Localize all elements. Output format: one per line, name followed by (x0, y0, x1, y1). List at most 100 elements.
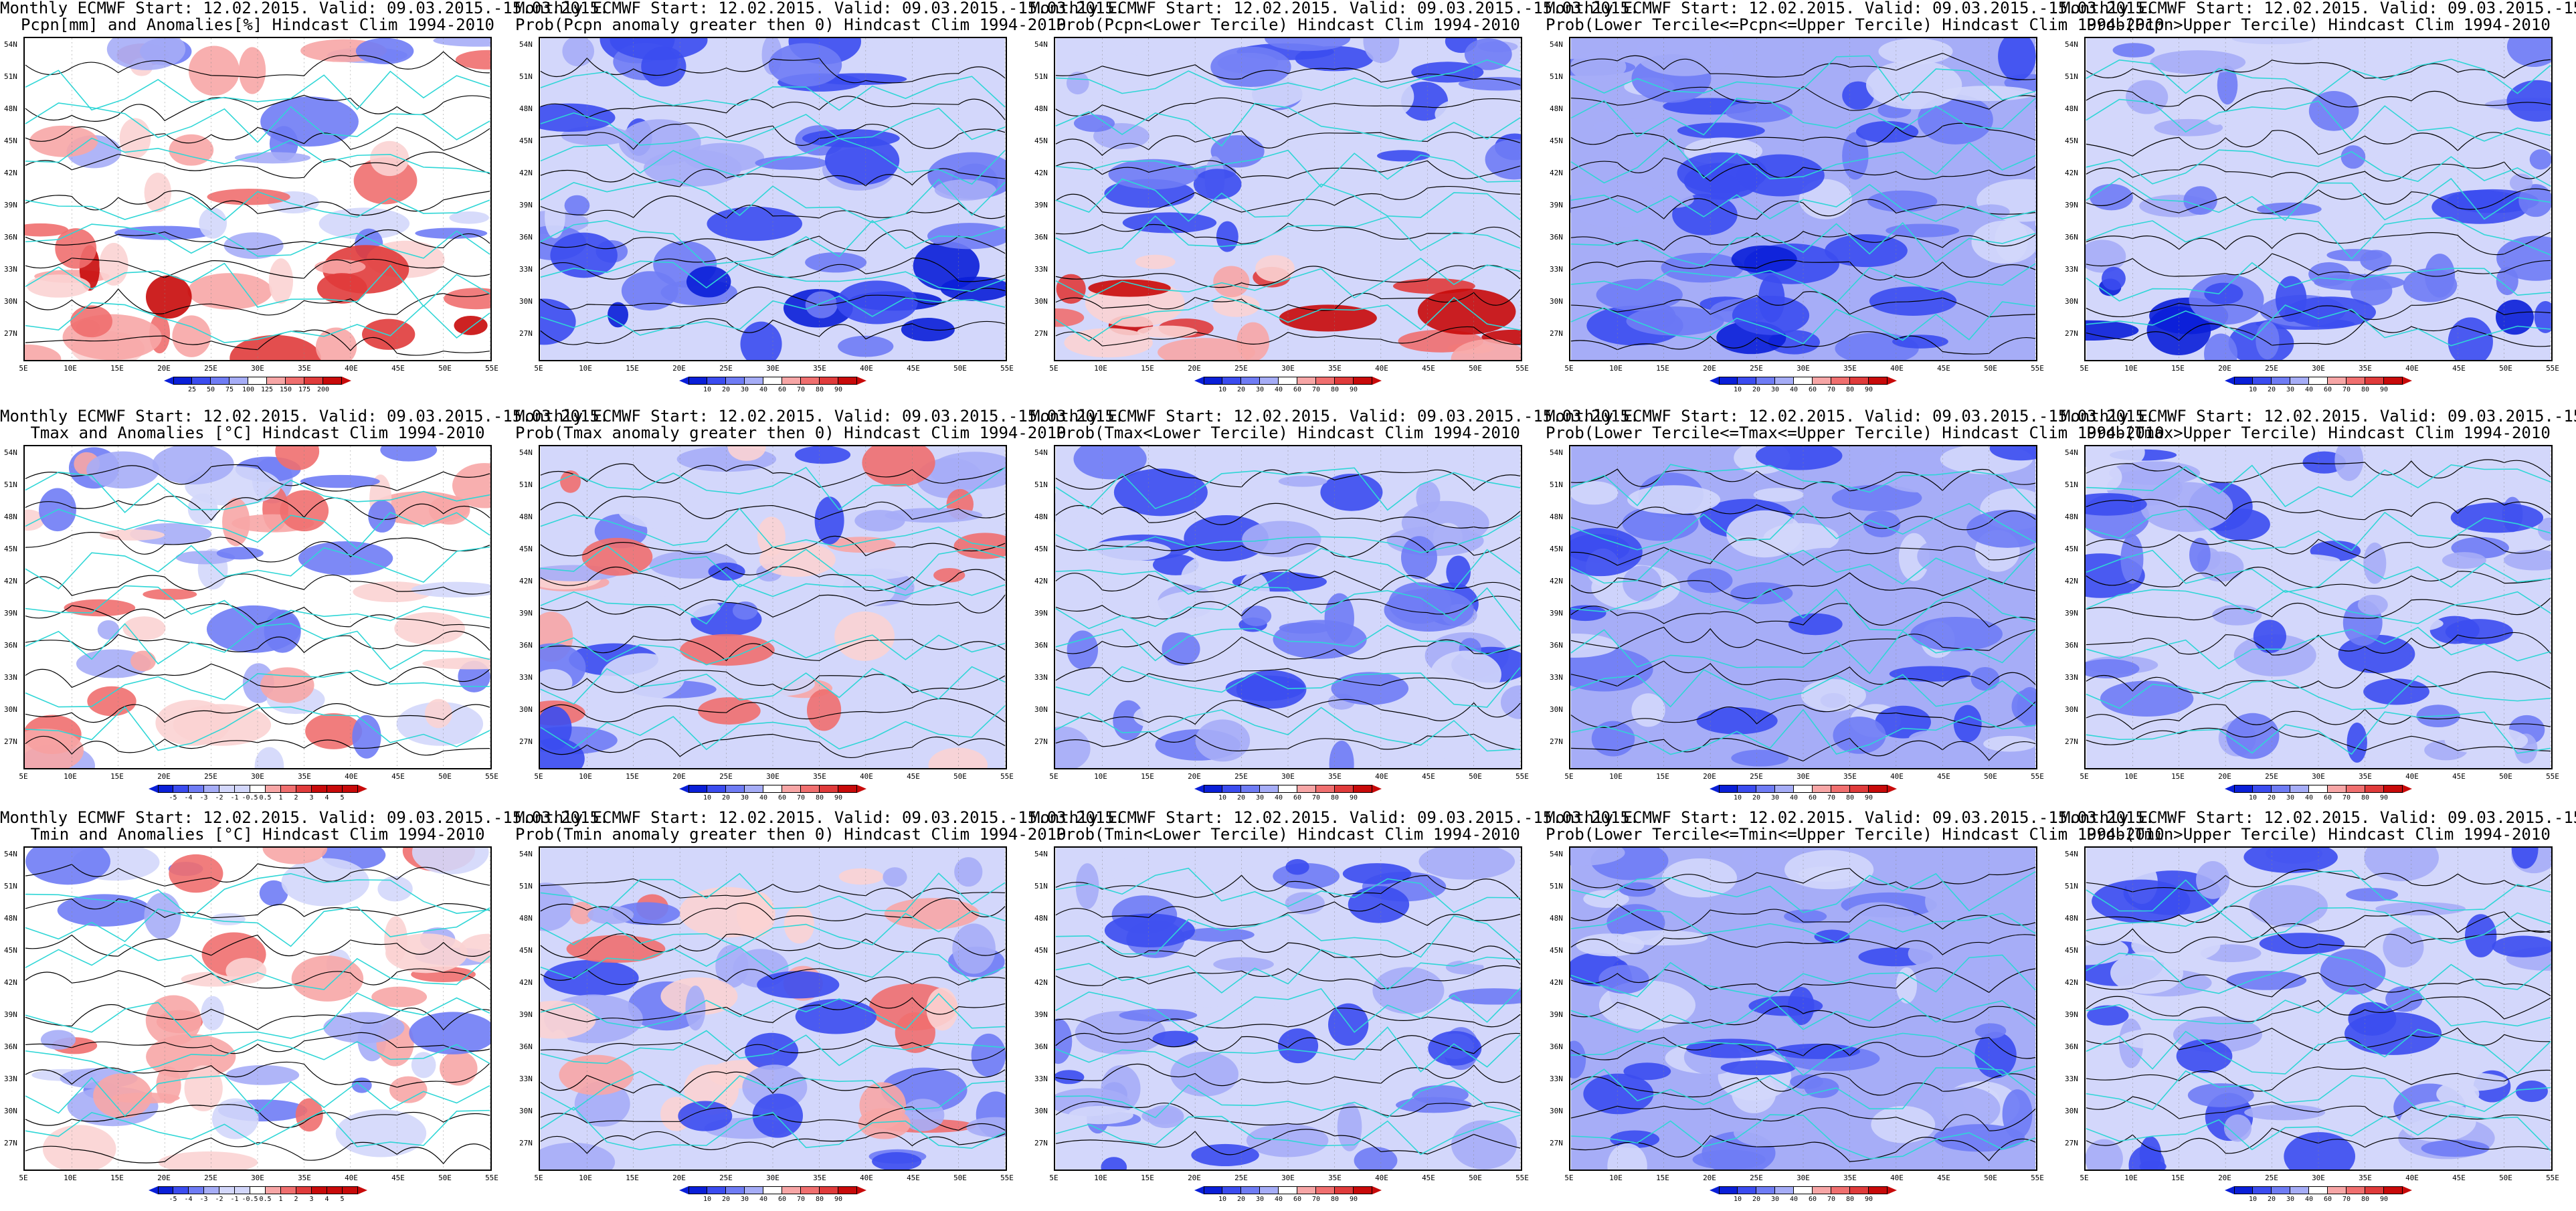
lat-label: 45N (1550, 136, 1563, 145)
field-blob (550, 232, 618, 278)
colorbar-tick-label: 10 (1218, 1196, 1227, 1203)
colorbar-tick-label: 200 (316, 386, 330, 393)
field-blob (2196, 861, 2230, 899)
coastline (1055, 1115, 1521, 1155)
colorbar-extend-low (164, 377, 173, 385)
lon-label: 50E (953, 364, 967, 373)
lat-label: 39N (1034, 1010, 1048, 1019)
colorbar-tick-label: 5 (340, 1196, 345, 1203)
lat-label: 36N (519, 233, 533, 242)
field-blob (1596, 278, 1683, 311)
lon-label: 50E (1984, 364, 1997, 373)
colorbar-segment (1279, 377, 1297, 385)
colorbar-extend-high (1372, 1186, 1382, 1194)
colorbar-extend-high (357, 1186, 367, 1194)
field-blob (1349, 72, 1414, 121)
colorbar-segment (1297, 377, 1316, 385)
colorbar-tick-label: 30 (1255, 1196, 1265, 1203)
field-blob (600, 653, 685, 701)
lon-label: 30E (2312, 364, 2325, 373)
field-blob (216, 547, 264, 560)
field-blob (1191, 1143, 1259, 1167)
colorbar (1710, 1186, 1897, 1194)
field-blob (1113, 700, 1144, 741)
colorbar-tick-label: 70 (1827, 1196, 1836, 1203)
colorbar-tick-label: 2 (294, 1196, 298, 1203)
field-blob (564, 195, 590, 216)
field-blob (2253, 620, 2286, 654)
coastline (540, 946, 1006, 983)
field-blob (1570, 481, 1619, 505)
colorbar-tick-label: 50 (206, 386, 215, 393)
colorbar-segment (1241, 377, 1260, 385)
field-blob (1878, 451, 1958, 492)
colorbar-tick-label: 0.5 (259, 1196, 272, 1203)
lat-label: 36N (519, 641, 533, 650)
colorbar-segment (782, 1186, 801, 1194)
field-blob (2249, 884, 2328, 927)
field-blob (2154, 118, 2223, 136)
isoline (25, 151, 490, 179)
colorbar-segment (157, 785, 173, 793)
isoline (2086, 704, 2551, 730)
lon-label: 15E (2171, 364, 2185, 373)
colorbar-extend-low (1194, 1186, 1204, 1194)
field-layer (2086, 446, 2551, 768)
lat-label: 27N (519, 737, 533, 746)
field-blob (1598, 965, 1649, 994)
lat-label: 30N (2065, 297, 2078, 306)
lat-label: 36N (1034, 641, 1048, 650)
field-blob (1623, 1062, 1671, 1081)
lon-label: 10E (1609, 1174, 1623, 1182)
colorbar-tick-label: 20 (721, 794, 731, 802)
colorbar-segment (2253, 1186, 2272, 1194)
lon-label: 10E (2124, 364, 2138, 373)
isoline (1570, 195, 2036, 220)
field-blob (2344, 1012, 2442, 1055)
field-blob (2515, 1081, 2548, 1103)
isoline (540, 1106, 1006, 1131)
map-plot (23, 37, 492, 361)
colorbar-segment (1279, 1186, 1297, 1194)
field-blob (954, 857, 983, 887)
colorbar-extend-high (857, 377, 866, 385)
coastline (1570, 263, 2036, 304)
colorbar-tick-label: -1 (230, 794, 239, 802)
isoline (1570, 122, 2036, 151)
colorbar-tick-label: 90 (834, 386, 843, 393)
lon-label: 35E (298, 1174, 311, 1182)
lon-label: 45E (2452, 772, 2466, 781)
panel-title-line2: Prob(Tmax anomaly greater then 0) Hindca… (515, 424, 1067, 442)
field-blob (745, 1032, 799, 1070)
isoline (2086, 566, 2551, 589)
colorbar-segment (1775, 377, 1794, 385)
lat-label: 45N (1550, 946, 1563, 955)
coastline (1055, 666, 1521, 708)
coastline (540, 107, 1006, 146)
colorbar (679, 785, 866, 793)
lon-label: 5E (1049, 1174, 1059, 1182)
field-blob (1083, 540, 1172, 561)
lon-label: 15E (110, 1174, 124, 1182)
coastline (25, 302, 490, 343)
lon-label: 30E (766, 364, 779, 373)
field-blob (187, 273, 273, 310)
colorbar-segment (1719, 377, 1738, 385)
lon-label: 5E (2080, 364, 2089, 373)
lon-label: 20E (1188, 772, 1201, 781)
field-blob (188, 45, 240, 96)
lat-label: 33N (519, 265, 533, 274)
lat-label: 39N (1550, 201, 1563, 209)
panel-title-line2: Tmin and Anomalies [°C] Hindcast Clim 19… (30, 825, 485, 844)
colorbar-segment (1222, 1186, 1241, 1194)
field-blob (1970, 666, 2000, 691)
colorbar-segment (188, 1186, 204, 1194)
colorbar-segment (2365, 1186, 2384, 1194)
lat-label: 54N (519, 448, 533, 457)
map-plot (1569, 846, 2037, 1171)
isoline (1570, 601, 2036, 628)
colorbar-segment (1204, 785, 1222, 793)
colorbar-segment (763, 377, 782, 385)
panel-title-line2: Prob(Lower Tercile<=Tmax<=Upper Tercile)… (1546, 424, 2165, 442)
field-blob (173, 704, 272, 746)
